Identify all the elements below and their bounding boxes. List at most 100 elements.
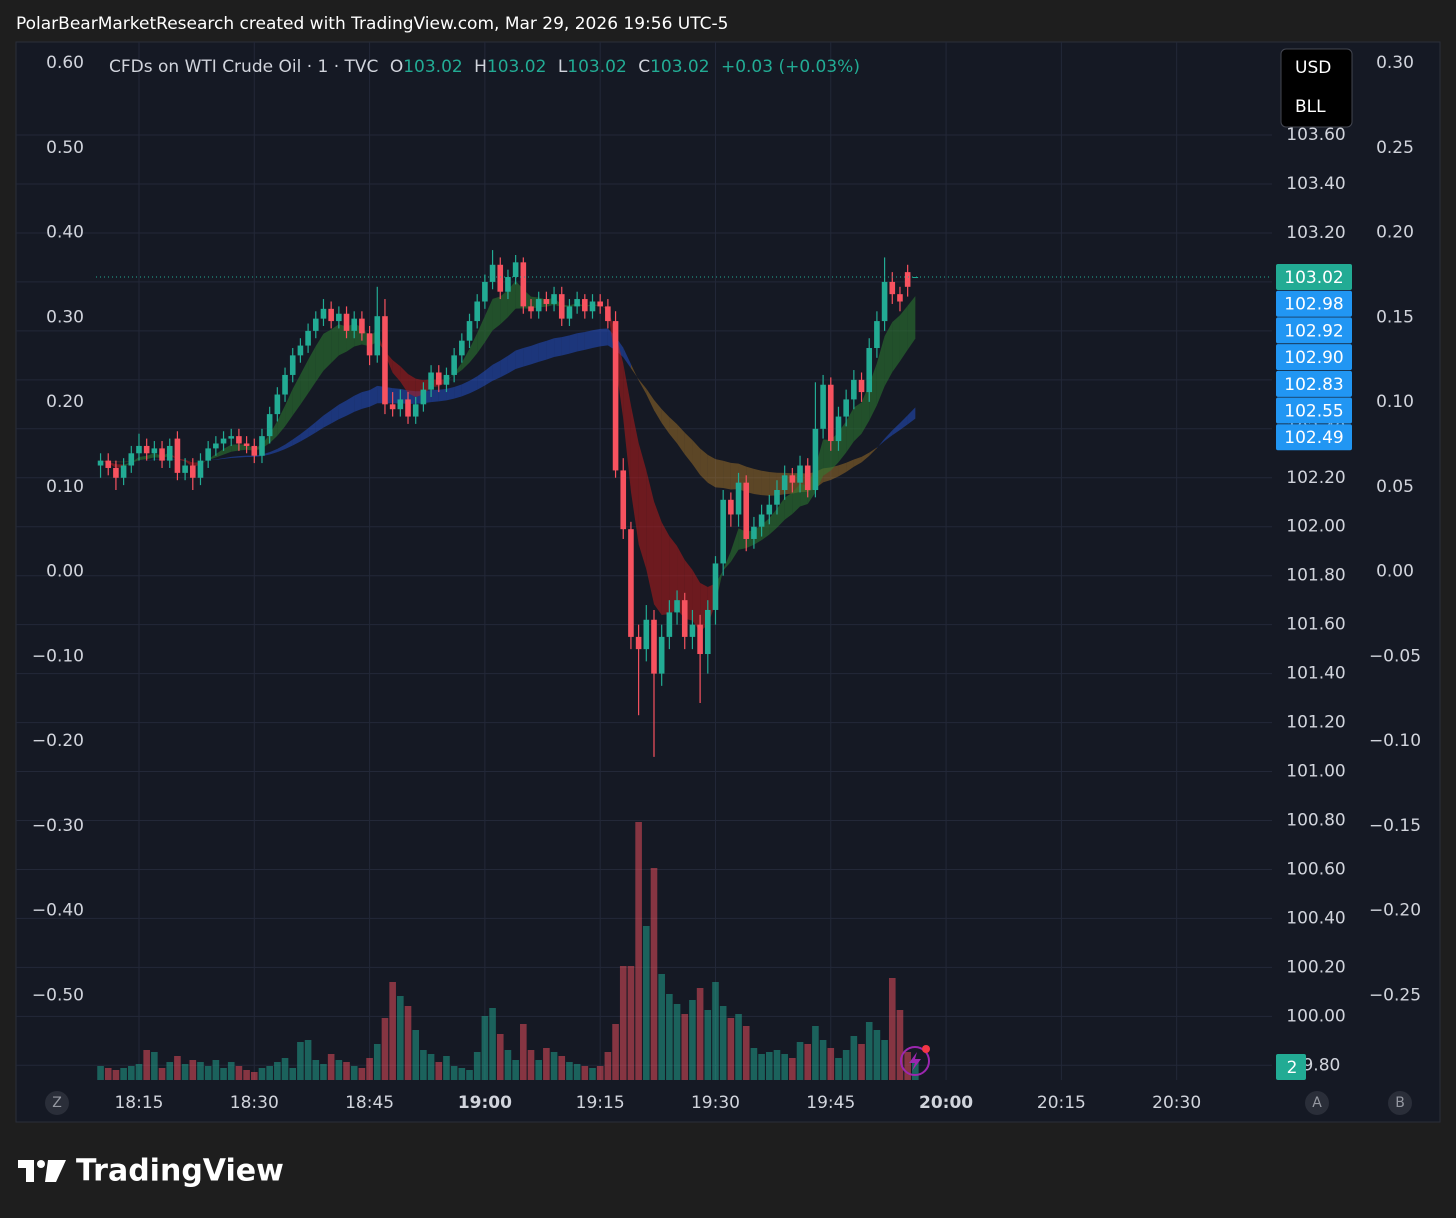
- volume-bar: [735, 1014, 742, 1080]
- volume-bar: [373, 1044, 381, 1080]
- ma-ribbon: [461, 380, 470, 397]
- ma-ribbon: [500, 290, 508, 325]
- price-badge-label: 103.02: [1284, 268, 1343, 288]
- candle-body: [359, 318, 365, 334]
- left-axis-tick-label: 0.40: [46, 223, 84, 243]
- ma-ribbon: [861, 452, 870, 463]
- candle-body: [781, 475, 788, 491]
- ma-ribbon: [315, 333, 324, 382]
- price-badge-label: 102.98: [1284, 295, 1343, 315]
- left-axis-tick-label: 0.10: [46, 477, 84, 497]
- volume-bar: [596, 1066, 604, 1080]
- ma-ribbon: [630, 405, 639, 545]
- ma-ribbon: [454, 384, 462, 399]
- volume-bar: [135, 1064, 143, 1080]
- volume-bar: [842, 1050, 850, 1080]
- volume-bar: [535, 1060, 542, 1080]
- candle-body: [382, 316, 388, 405]
- volume-bar: [527, 1050, 535, 1080]
- ma-ribbon: [308, 346, 316, 394]
- scale-box[interactable]: [1280, 48, 1353, 128]
- alert-icon[interactable]: [900, 1046, 930, 1076]
- ma-ribbon: [215, 448, 224, 458]
- ma-ribbon: [638, 442, 647, 570]
- volume-bar: [212, 1060, 220, 1080]
- left-axis-tick-label: −0.30: [32, 816, 84, 836]
- legend-open: 103.02: [403, 57, 462, 77]
- volume-bar: [120, 1068, 127, 1080]
- ma-ribbon: [892, 315, 900, 373]
- volume-bar: [865, 1022, 873, 1080]
- candle-body: [620, 470, 627, 530]
- ma-ribbon: [677, 424, 685, 455]
- right-axis-tick-label: 0.05: [1376, 477, 1414, 497]
- candle-body: [735, 482, 742, 515]
- ma-ribbon: [623, 347, 631, 369]
- volume-bar: [443, 1056, 450, 1080]
- ma-ribbon: [361, 390, 370, 409]
- candle-body: [128, 453, 135, 466]
- candle-body: [505, 277, 511, 292]
- volume-bar: [627, 966, 635, 1080]
- candle-body: [681, 600, 688, 637]
- candle-body: [366, 333, 373, 356]
- right-axis-tick-label: −0.25: [1369, 985, 1421, 1005]
- candle-body: [535, 299, 542, 312]
- volume-bar: [619, 966, 627, 1080]
- ma-ribbon: [769, 472, 777, 496]
- candle-body: [397, 399, 404, 410]
- ma-ribbon: [515, 347, 524, 370]
- candle-body: [643, 619, 650, 650]
- volume-bar: [266, 1066, 273, 1080]
- unit-label[interactable]: BLL: [1295, 97, 1326, 117]
- volume-bar: [97, 1066, 104, 1080]
- button-label[interactable]: A: [1312, 1095, 1322, 1111]
- candle-body: [205, 448, 211, 461]
- price-badge-label: 102.49: [1284, 428, 1343, 448]
- candle-body: [666, 612, 673, 637]
- candle-body: [289, 355, 296, 375]
- button[interactable]: [45, 1091, 69, 1115]
- ma-ribbon: [277, 405, 286, 436]
- button-label[interactable]: Z: [52, 1095, 62, 1111]
- button-label[interactable]: B: [1395, 1095, 1405, 1111]
- candle-body: [912, 277, 919, 279]
- candle-body: [328, 308, 334, 322]
- candle-body: [558, 294, 565, 319]
- count-badge-label[interactable]: 2: [1287, 1058, 1298, 1078]
- volume-bar: [258, 1068, 266, 1080]
- candle-body: [574, 299, 580, 307]
- volume-bar: [404, 1006, 412, 1080]
- candle-body: [174, 438, 181, 473]
- ma-ribbon: [899, 415, 908, 430]
- candle-body: [835, 416, 842, 442]
- ma-ribbon: [369, 385, 378, 407]
- volume-bar: [673, 1004, 681, 1080]
- volume-bar: [466, 1070, 473, 1080]
- header: PolarBearMarketResearch created with Tra…: [16, 14, 728, 34]
- price-tick-label: 100.40: [1286, 908, 1345, 928]
- candle-body: [789, 475, 796, 483]
- currency-label[interactable]: USD: [1295, 58, 1331, 78]
- candle-body: [166, 445, 173, 461]
- price-tick-label: 101.20: [1286, 713, 1345, 733]
- ma-ribbon: [907, 407, 916, 425]
- volume-bar: [719, 1006, 727, 1080]
- count-badge[interactable]: [1276, 1054, 1306, 1080]
- button[interactable]: [1388, 1091, 1412, 1115]
- candle-body: [766, 504, 773, 515]
- button[interactable]: [1305, 1091, 1329, 1115]
- volume-bar: [689, 1000, 696, 1080]
- candle-body: [712, 563, 719, 610]
- ma-ribbon: [477, 315, 485, 354]
- candle-body: [251, 445, 258, 456]
- volume-bar: [896, 1010, 904, 1080]
- volume-bar: [773, 1050, 781, 1080]
- candle-body: [243, 443, 250, 446]
- candle-body: [136, 445, 142, 454]
- volume-bar: [227, 1062, 235, 1080]
- volume-bar: [912, 1060, 919, 1080]
- ma-ribbon: [907, 296, 916, 350]
- volume-bar: [504, 1050, 512, 1080]
